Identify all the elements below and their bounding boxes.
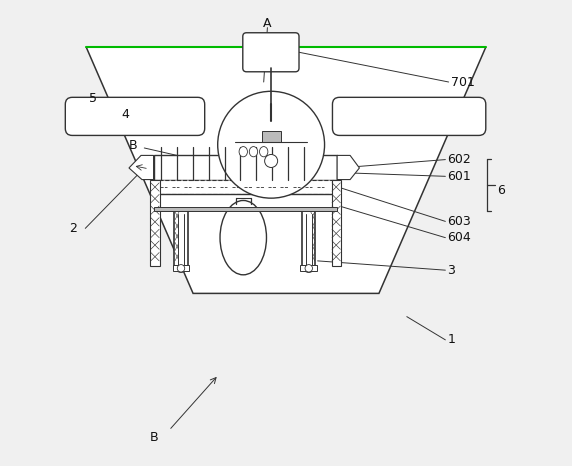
Bar bbox=[332, 179, 341, 266]
Bar bbox=[154, 193, 337, 210]
Text: 6: 6 bbox=[498, 184, 505, 197]
Text: B: B bbox=[149, 431, 158, 444]
Bar bbox=[300, 265, 317, 271]
Bar bbox=[150, 179, 160, 266]
Text: 701: 701 bbox=[451, 75, 475, 89]
Bar bbox=[178, 214, 184, 266]
Bar bbox=[154, 155, 337, 179]
Ellipse shape bbox=[239, 147, 248, 157]
Circle shape bbox=[177, 265, 185, 272]
Circle shape bbox=[265, 155, 277, 167]
Circle shape bbox=[305, 265, 312, 272]
FancyBboxPatch shape bbox=[65, 97, 205, 136]
Text: 601: 601 bbox=[447, 170, 471, 183]
Text: 603: 603 bbox=[447, 215, 471, 228]
Bar bbox=[154, 179, 337, 193]
Circle shape bbox=[218, 91, 324, 198]
Text: 602: 602 bbox=[447, 153, 471, 166]
Bar bbox=[174, 210, 188, 266]
Bar bbox=[173, 265, 189, 271]
Polygon shape bbox=[86, 47, 486, 294]
Bar bbox=[305, 214, 312, 266]
Polygon shape bbox=[129, 155, 154, 179]
Text: 2: 2 bbox=[69, 222, 77, 235]
Text: 4: 4 bbox=[122, 108, 130, 121]
Text: B: B bbox=[128, 139, 137, 152]
Bar bbox=[154, 207, 337, 211]
Text: 5: 5 bbox=[89, 92, 97, 105]
Ellipse shape bbox=[260, 147, 268, 157]
Text: A: A bbox=[263, 17, 272, 30]
Ellipse shape bbox=[220, 200, 267, 275]
Polygon shape bbox=[337, 155, 359, 179]
FancyBboxPatch shape bbox=[332, 97, 486, 136]
Ellipse shape bbox=[249, 147, 257, 157]
Text: 3: 3 bbox=[447, 264, 455, 277]
Text: 1: 1 bbox=[447, 333, 455, 346]
FancyBboxPatch shape bbox=[243, 33, 299, 72]
Bar bbox=[302, 210, 315, 266]
Bar bbox=[262, 131, 281, 143]
Text: 604: 604 bbox=[447, 231, 471, 244]
